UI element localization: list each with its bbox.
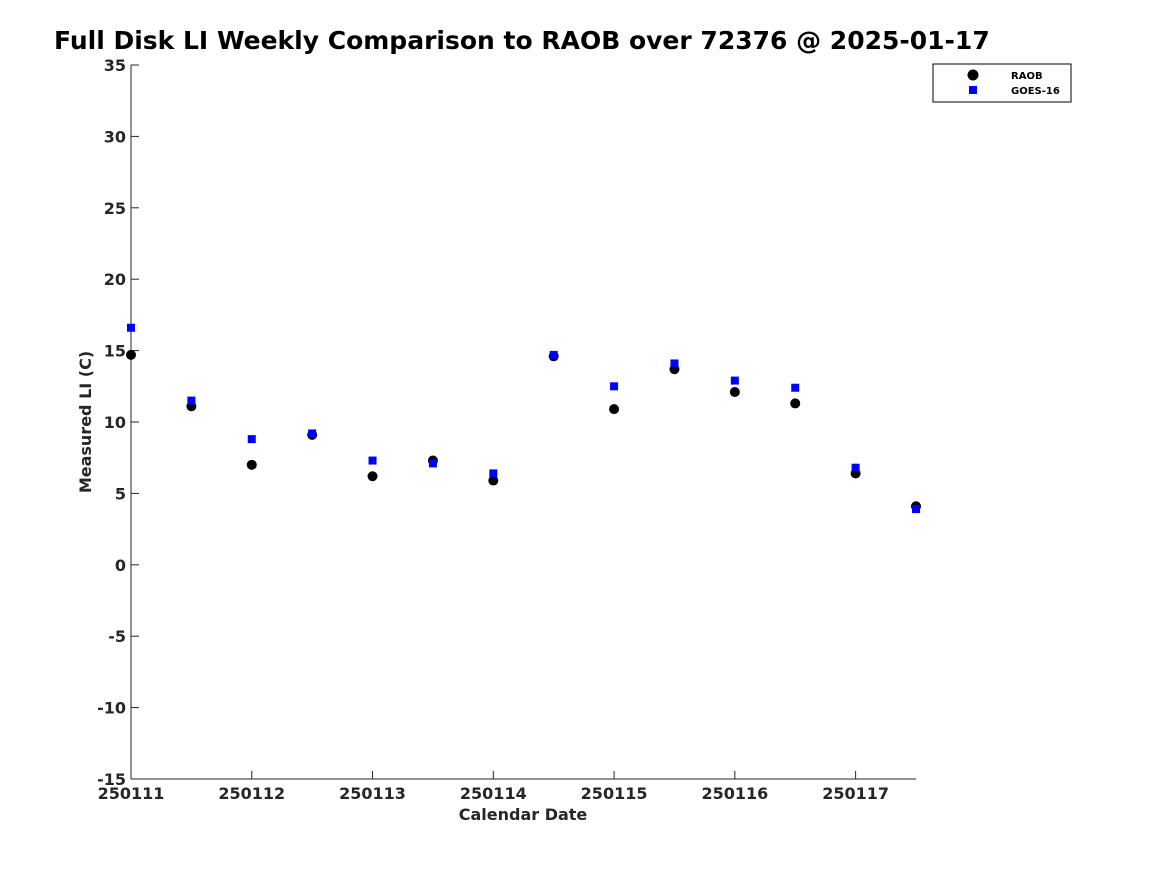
data-point — [790, 398, 801, 409]
x-tick-label: 250111 — [98, 784, 165, 803]
y-tick-label: -5 — [108, 627, 126, 646]
y-tick-label: 30 — [104, 127, 126, 146]
data-point — [126, 349, 136, 360]
y-axis-label: Measured LI (C) — [76, 351, 95, 493]
y-axis-ticks: -15 -10 -5 0 5 10 15 20 25 30 35 — [97, 56, 139, 789]
chart-title: Full Disk LI Weekly Comparison to RAOB o… — [54, 26, 990, 55]
data-point — [609, 404, 620, 415]
y-tick-label: 25 — [104, 199, 126, 218]
data-point — [489, 469, 498, 478]
legend-marker — [969, 86, 977, 94]
data-point — [851, 463, 860, 472]
data-points — [126, 323, 921, 514]
series-goes-16 — [127, 323, 920, 514]
legend-label: RAOB — [1011, 71, 1043, 82]
data-point — [247, 435, 256, 444]
data-point — [367, 471, 378, 482]
x-tick-label: 250114 — [460, 784, 527, 803]
x-tick-label: 250113 — [339, 784, 406, 803]
data-point — [912, 505, 920, 514]
data-point — [127, 323, 135, 332]
data-point — [368, 456, 377, 465]
y-tick-label: 35 — [104, 56, 126, 75]
data-point — [670, 359, 679, 368]
y-tick-label: 5 — [115, 484, 126, 503]
series-raob — [126, 349, 921, 512]
legend-marker — [967, 69, 979, 81]
legend-label: GOES-16 — [1011, 86, 1060, 97]
x-tick-label: 250116 — [701, 784, 768, 803]
y-tick-label: 15 — [104, 342, 126, 361]
y-tick-label: 0 — [115, 556, 126, 575]
y-tick-label: -10 — [97, 699, 126, 718]
data-point — [729, 387, 740, 398]
x-tick-label: 250117 — [822, 784, 889, 803]
x-axis-label: Calendar Date — [459, 805, 588, 824]
data-point — [610, 382, 619, 391]
data-point — [730, 376, 739, 385]
legend-box — [932, 63, 1072, 103]
y-tick-label: -15 — [97, 770, 126, 789]
x-tick-label: 250115 — [581, 784, 648, 803]
y-tick-label: 20 — [104, 270, 126, 289]
data-point — [549, 350, 558, 359]
data-point — [308, 429, 317, 438]
data-point — [488, 475, 499, 486]
axes — [130, 65, 916, 780]
data-point — [428, 459, 437, 468]
data-point — [246, 459, 257, 470]
x-tick-label: 250112 — [218, 784, 285, 803]
legend: RAOB GOES-16 — [932, 63, 1072, 103]
y-tick-label: 10 — [104, 413, 126, 432]
x-axis-ticks: 250111 250112 250113 250114 250115 250116 2501… — [98, 771, 889, 803]
data-point — [187, 396, 196, 405]
data-point — [791, 383, 800, 392]
